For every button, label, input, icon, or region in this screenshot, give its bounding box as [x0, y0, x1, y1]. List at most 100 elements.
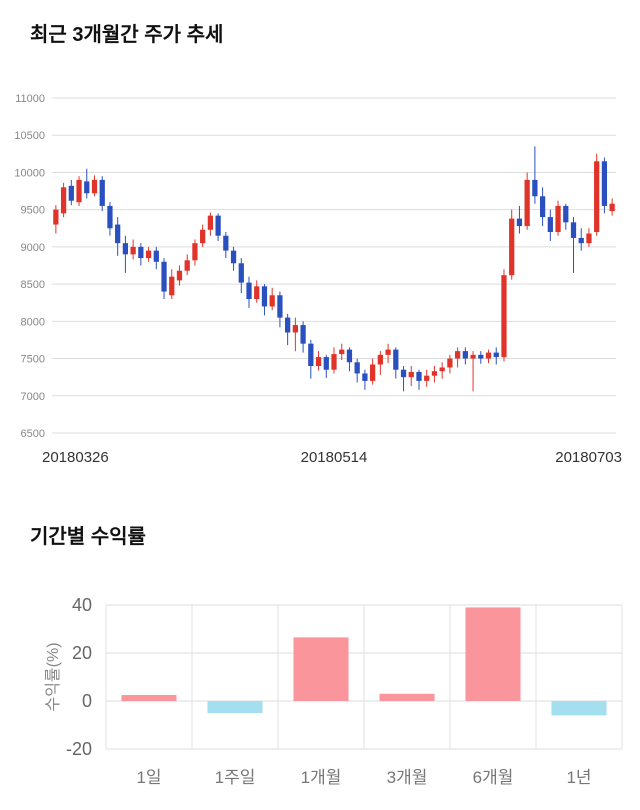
candle-body [501, 275, 507, 358]
x-axis-label: 20180703 [555, 449, 622, 466]
y-tick-label: 10500 [14, 130, 45, 142]
candle-body [323, 357, 329, 370]
candle-body [215, 215, 221, 236]
candle-body [207, 215, 214, 230]
candle-body [346, 349, 353, 363]
candle-body [138, 246, 144, 259]
candle-body [485, 352, 492, 359]
x-category-label: 1주일 [215, 768, 256, 787]
candle-body [516, 218, 523, 227]
return-bar [121, 695, 177, 701]
candle-body [524, 179, 530, 227]
x-category-label: 6개월 [473, 768, 514, 787]
candle-body [532, 179, 538, 197]
candle-body [563, 205, 569, 223]
candle-body [91, 179, 98, 194]
return-bar [293, 637, 349, 701]
return-bar [465, 607, 521, 701]
candle-body [84, 181, 90, 194]
candle-body [431, 371, 438, 376]
candle-body [107, 205, 113, 229]
return-bar [379, 693, 435, 701]
candle-body [145, 250, 152, 259]
y-tick-label: 9500 [21, 205, 45, 217]
return-bar [207, 701, 263, 713]
y-tick-label: 10000 [14, 167, 45, 179]
candle-body [454, 351, 461, 359]
candle-body [269, 295, 275, 307]
candle-body [53, 209, 59, 225]
candle-body [161, 261, 167, 292]
y-tick-label: 0 [82, 691, 92, 711]
candle-body [578, 237, 584, 244]
candle-body [122, 243, 129, 255]
y-axis-title: 수익률(%) [44, 642, 62, 711]
candle-body [539, 196, 546, 218]
candle-body [416, 371, 422, 381]
candle-body [509, 218, 515, 276]
candle-body [331, 354, 337, 370]
y-tick-label: 40 [72, 595, 92, 615]
candle-body [153, 250, 159, 262]
x-axis-label: 20180326 [42, 449, 109, 466]
candle-body [555, 205, 561, 232]
candle-body [370, 364, 376, 381]
candle-body [478, 354, 484, 359]
candle-body [68, 185, 74, 201]
candle-body [176, 270, 183, 281]
candle-body [385, 349, 391, 355]
candle-body [393, 349, 399, 370]
candle-body [76, 179, 82, 203]
candle-body [447, 358, 453, 368]
candle-body [400, 369, 407, 378]
candle-body [408, 371, 414, 378]
y-tick-label: -20 [66, 739, 92, 759]
candle-body [254, 286, 260, 299]
candle-body [300, 325, 306, 344]
y-tick-label: 9000 [21, 242, 45, 254]
y-tick-label: 7500 [21, 354, 45, 366]
candle-body [547, 217, 553, 232]
candle-body [184, 260, 190, 271]
x-category-label: 1년 [566, 768, 591, 787]
x-category-label: 1일 [136, 768, 161, 787]
candle-body [261, 286, 268, 307]
candle-body [354, 362, 360, 374]
candle-body [493, 352, 499, 358]
candle-body [586, 233, 592, 244]
y-tick-label: 6500 [21, 428, 45, 440]
price-trend-title: 최근 3개월간 주가 추세 [30, 24, 224, 46]
x-category-label: 3개월 [387, 768, 428, 787]
returns-bar-chart-canvas: -20 0 20 40 수익률(%) 1일 1주일 1개월 3개월 6개월 1년 [44, 595, 623, 787]
candle-body [99, 179, 105, 206]
y-tick-label: 20 [72, 643, 92, 663]
candle-body [246, 282, 252, 299]
candle-body [130, 246, 136, 255]
candle-body [609, 203, 615, 212]
y-tick-label: 8000 [21, 316, 45, 328]
candle-body [594, 161, 600, 232]
candle-body [169, 276, 175, 296]
returns-title: 기간별 수익률 [30, 526, 146, 548]
candle-body [60, 187, 67, 214]
y-tick-label: 11000 [15, 93, 45, 105]
candle-body [115, 224, 121, 244]
candle-body [601, 161, 608, 206]
candle-body [377, 354, 383, 365]
candle-body [362, 373, 368, 381]
candle-body [424, 375, 430, 381]
candlestick-chart-canvas: 6500 7000 7500 8000 8500 9000 9500 10000 10500 11… [14, 93, 622, 466]
candle-body [315, 357, 322, 366]
x-axis-label: 20180514 [301, 449, 368, 466]
candle-body [292, 325, 298, 333]
candle-body [277, 295, 283, 318]
y-tick-label: 7000 [21, 391, 45, 403]
candle-body [570, 222, 577, 238]
return-bar [551, 701, 607, 716]
candle-body [230, 250, 237, 264]
candle-body [308, 343, 314, 366]
candle-body [470, 354, 476, 359]
candle-body [192, 243, 198, 261]
x-category-label: 1개월 [301, 768, 342, 787]
